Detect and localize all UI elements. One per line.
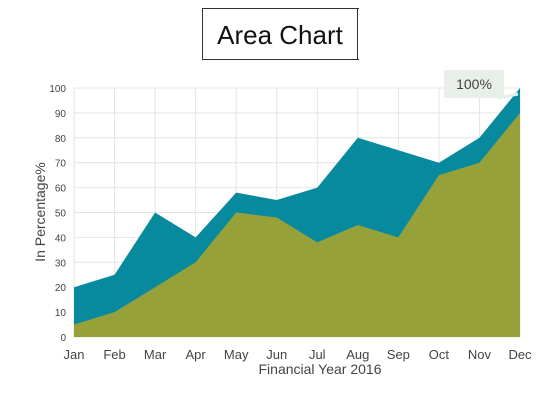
x-tick-label: Mar (144, 347, 167, 362)
x-tick-label: Oct (429, 347, 450, 362)
y-tick-label: 30 (55, 258, 67, 269)
x-tick-label: Aug (346, 347, 369, 362)
y-tick-label: 90 (55, 109, 67, 120)
y-tick-label: 100 (49, 84, 66, 95)
area-series-2 (74, 112, 520, 338)
callout-box (444, 70, 504, 98)
chart-title-frame: Area Chart (202, 8, 359, 60)
x-tick-label: Sep (387, 347, 410, 362)
callout-label: 100% (456, 76, 492, 92)
x-tick-label: Jan (64, 347, 85, 362)
y-tick-label: 10 (55, 308, 67, 319)
y-tick-label: 50 (55, 209, 67, 220)
x-tick-label: Nov (468, 347, 492, 362)
x-tick-label: May (224, 347, 249, 362)
y-tick-label: 60 (55, 184, 67, 195)
y-tick-label: 20 (55, 283, 67, 294)
y-tick-label: 0 (60, 333, 66, 344)
y-tick-label: 70 (55, 159, 67, 170)
x-axis-ticks: Jan Feb Mar Apr May Jun Jul Aug Sep Oct Nov Dec (64, 347, 533, 362)
y-tick-label: 40 (55, 233, 67, 244)
area-series (74, 88, 520, 338)
x-tick-label: Apr (186, 347, 207, 362)
y-tick-label: 80 (55, 134, 67, 145)
y-axis-ticks: 0 10 20 30 40 50 60 70 80 90 100 (49, 84, 66, 344)
y-axis-label: In Percentage% (32, 162, 48, 262)
chart-title: Area Chart (217, 20, 343, 50)
x-tick-label: Dec (508, 347, 532, 362)
callout: 100% (444, 70, 519, 100)
x-tick-label: Jul (309, 347, 326, 362)
x-tick-label: Jun (266, 347, 287, 362)
x-axis-label: Financial Year 2016 (259, 361, 382, 377)
x-tick-label: Feb (103, 347, 125, 362)
